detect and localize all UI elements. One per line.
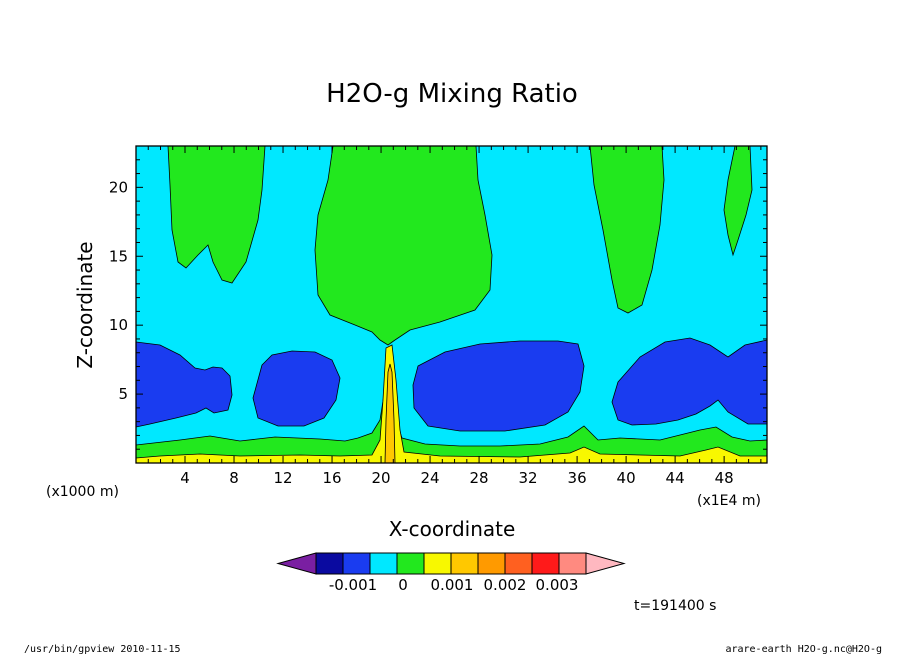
x-axis-label: X-coordinate xyxy=(389,517,516,541)
plot-frame xyxy=(135,145,768,464)
x-tick-label: 36 xyxy=(568,469,587,487)
y-tick-label: 15 xyxy=(109,247,128,265)
x-tick-label: 4 xyxy=(180,469,190,487)
colorbar-label: 0.001 xyxy=(431,576,474,594)
y-axis-label: Z-coordinate xyxy=(73,241,97,368)
y-tick-label: 20 xyxy=(109,178,128,196)
colorbar-swatch xyxy=(342,552,371,575)
colorbar-swatch xyxy=(396,552,425,575)
x-tick-label: 16 xyxy=(322,469,341,487)
time-annotation: t=191400 s xyxy=(634,598,716,614)
footer-right: arare-earth_H2O-g.nc@H2O-g xyxy=(725,644,882,654)
colorbar-swatch xyxy=(531,552,560,575)
x-tick-label: 24 xyxy=(421,469,440,487)
contour-field xyxy=(136,146,767,463)
colorbar xyxy=(276,552,626,575)
chart-title: H2O-g Mixing Ratio xyxy=(326,79,578,109)
x-tick-label: 32 xyxy=(519,469,538,487)
colorbar-max-arrow xyxy=(585,552,626,575)
colorbar-labels: -0.001 0 0.001 0.002 0.003 xyxy=(329,576,579,594)
upper-green-plume xyxy=(167,146,266,284)
x-tick-label: 28 xyxy=(470,469,489,487)
y-tick-label: 5 xyxy=(118,385,128,403)
x-tick-label: 8 xyxy=(229,469,239,487)
upper-green-plume xyxy=(314,146,493,346)
colorbar-swatch xyxy=(315,552,344,575)
colorbar-swatch xyxy=(423,552,452,575)
colorbar-label: -0.001 xyxy=(329,576,377,594)
footer-left: /usr/bin/gpview 2010-11-15 xyxy=(24,644,181,654)
axis-ticks xyxy=(136,146,767,463)
colorbar-label: 0.003 xyxy=(536,576,579,594)
colorbar-swatch xyxy=(450,552,479,575)
colorbar-swatch xyxy=(369,552,398,575)
colorbar-swatch xyxy=(477,552,506,575)
lower-yellow-layer xyxy=(136,344,767,463)
blue-band xyxy=(252,350,341,427)
blue-band xyxy=(136,341,233,428)
colorbar-swatch xyxy=(558,552,587,575)
x-tick-label: 20 xyxy=(372,469,391,487)
colorbar-min-arrow xyxy=(276,552,317,575)
upper-green-plume xyxy=(723,146,753,257)
y-unit-label: (x1000 m) xyxy=(46,484,119,500)
blue-band xyxy=(412,340,585,432)
x-tick-label: 12 xyxy=(273,469,292,487)
x-tick-label: 40 xyxy=(617,469,636,487)
orange-core xyxy=(384,363,396,463)
colorbar-swatch xyxy=(504,552,533,575)
colorbar-label: 0.002 xyxy=(484,576,527,594)
x-tick-label: 44 xyxy=(666,469,685,487)
x-tick-label: 48 xyxy=(715,469,734,487)
x-unit-label: (x1E4 m) xyxy=(697,493,761,509)
y-tick-label: 10 xyxy=(109,316,128,334)
blue-band xyxy=(611,337,767,426)
colorbar-label: 0 xyxy=(398,576,408,594)
upper-green-plume xyxy=(589,146,665,314)
